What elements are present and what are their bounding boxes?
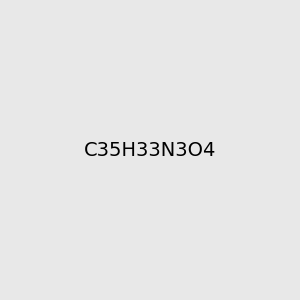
Text: C35H33N3O4: C35H33N3O4: [84, 140, 216, 160]
